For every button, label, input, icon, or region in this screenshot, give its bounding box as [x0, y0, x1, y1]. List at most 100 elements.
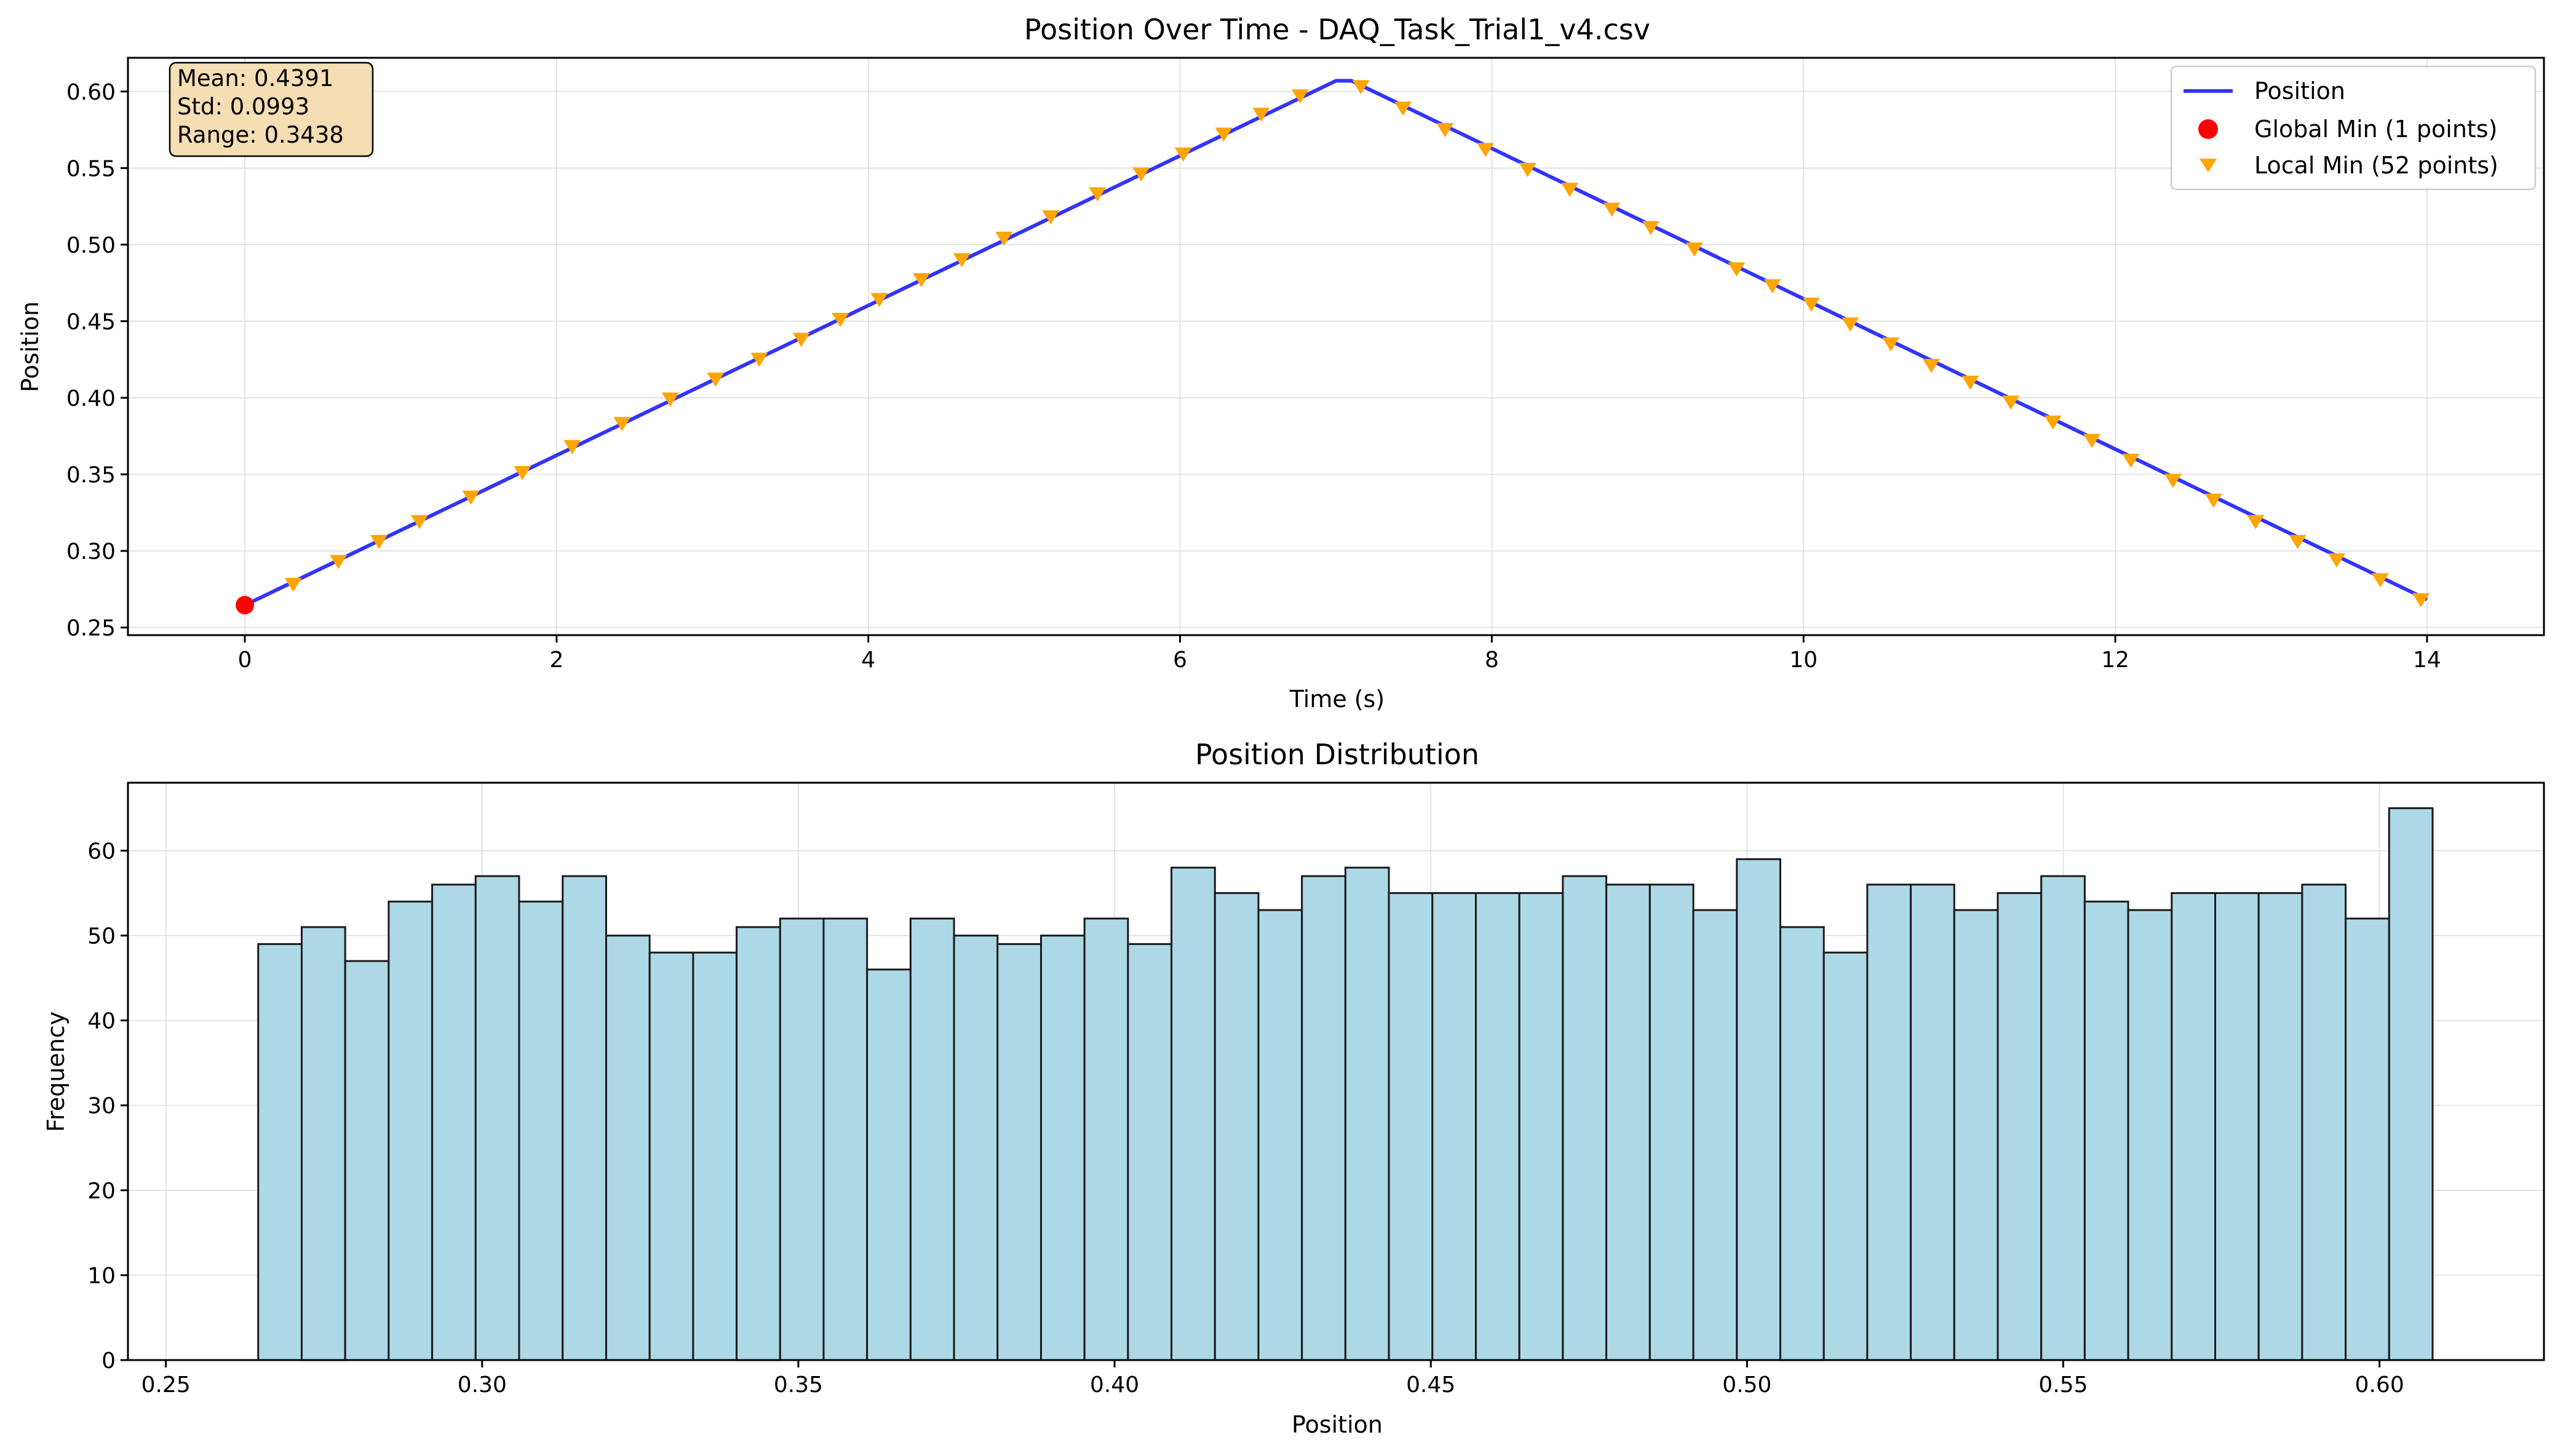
plot-frame — [127, 781, 2545, 1361]
local-min-marker — [995, 231, 1013, 246]
histogram-bar — [1475, 892, 1520, 1361]
y-tick-label: 60 — [87, 839, 116, 864]
histogram-bar — [431, 884, 477, 1361]
plot-frame — [127, 57, 2545, 636]
y-tick-label: 0 — [101, 1348, 116, 1374]
stat-mean: Mean: 0.4391 — [177, 65, 334, 92]
x-tick-label: 0.45 — [1406, 1372, 1455, 1398]
histogram-bar — [257, 943, 303, 1361]
local-min-marker — [2412, 593, 2430, 607]
local-min-marker — [330, 555, 348, 569]
y-tick-label: 30 — [87, 1094, 116, 1119]
local-min-marker — [953, 253, 971, 267]
y-tick-label: 0.40 — [66, 386, 116, 411]
histogram-bar — [1388, 892, 1434, 1361]
histogram-bar — [344, 960, 390, 1361]
histogram-bar — [1518, 892, 1564, 1361]
local-min-marker — [1291, 89, 1309, 104]
histogram-bar — [518, 900, 564, 1361]
local-min-marker — [1352, 80, 1370, 95]
local-min-marker — [1728, 262, 1746, 277]
x-axis-label: Position — [1292, 1411, 1383, 1438]
line-chart: Position Over Time - DAQ_Task_Trial1_v4.… — [17, 13, 2545, 713]
histogram-bar — [1127, 943, 1173, 1361]
local-min-marker — [1174, 147, 1192, 162]
legend-global-min-marker — [2198, 119, 2218, 139]
local-min-marker — [1132, 167, 1150, 182]
x-tick-label: 0.35 — [774, 1372, 823, 1398]
histogram-title: Position Distribution — [1195, 738, 1479, 771]
histogram-bar — [2301, 884, 2347, 1361]
y-tick-label: 0.55 — [66, 156, 116, 181]
local-min-marker — [2083, 433, 2101, 448]
histogram-bar — [2083, 900, 2129, 1361]
chart-title: Position Over Time - DAQ_Task_Trial1_v4.… — [1024, 13, 1650, 46]
x-tick-label: 0.60 — [2355, 1372, 2404, 1398]
local-min-marker — [1519, 162, 1536, 177]
local-min-marker — [2044, 415, 2062, 430]
local-min-marker — [832, 312, 849, 327]
local-min-marker — [1436, 123, 1454, 138]
histogram-bar — [1040, 935, 1086, 1361]
legend-background — [2170, 65, 2537, 191]
histogram-bar — [2388, 807, 2434, 1361]
local-min-marker — [1763, 279, 1781, 294]
local-min-marker — [1961, 376, 1979, 390]
histogram-bar — [474, 875, 520, 1361]
histogram-bar — [2345, 917, 2390, 1361]
axis-ticks: 0 2 4 6 8 10 12 14 0.25 0.30 0.35 0.40 0.45 0.50 0.55 0… — [66, 80, 2441, 673]
histogram-bar — [562, 875, 607, 1361]
local-min-marker — [2122, 454, 2140, 469]
local-min-marker — [2247, 515, 2265, 529]
local-min-marker — [750, 352, 768, 367]
local-min-marker — [912, 273, 930, 288]
local-min-marker — [1923, 358, 1941, 373]
x-tick-label: 8 — [1485, 647, 1499, 673]
local-min-marker — [1477, 143, 1495, 157]
x-tick-label: 14 — [2413, 647, 2441, 673]
local-min-marker — [1842, 317, 1859, 332]
local-min-marker — [563, 440, 581, 454]
x-tick-label: 0.25 — [141, 1372, 191, 1398]
local-min-marker — [613, 417, 631, 432]
local-min-marker — [2204, 493, 2222, 508]
y-tick-label: 0.30 — [66, 539, 116, 564]
histogram-bar — [1301, 875, 1346, 1361]
y-tick-label: 0.45 — [66, 309, 116, 334]
local-min-marker — [1603, 202, 1621, 217]
histogram-bar — [1866, 884, 1912, 1361]
y-tick-label: 10 — [87, 1264, 116, 1289]
local-min-marker — [1802, 298, 1820, 312]
x-tick-label: 0.50 — [1722, 1372, 1771, 1398]
x-tick-label: 0 — [238, 647, 252, 673]
histogram-bar — [605, 935, 651, 1361]
x-tick-label: 2 — [549, 647, 563, 673]
histogram-bar — [2171, 892, 2217, 1361]
local-min-marker — [1882, 337, 1900, 352]
y-axis-label: Position — [17, 301, 44, 392]
local-min-marker — [1252, 108, 1270, 122]
histogram-bar — [2040, 875, 2086, 1361]
y-tick-label: 40 — [87, 1009, 116, 1034]
legend-label-position: Position — [2254, 77, 2345, 105]
histogram-bar — [301, 926, 346, 1361]
local-min-marker — [2002, 395, 2020, 410]
local-min-marker — [792, 333, 810, 347]
x-tick-label: 12 — [2101, 647, 2129, 673]
x-tick-label: 10 — [1789, 647, 1818, 673]
histogram-bar — [822, 917, 868, 1361]
y-tick-label: 0.50 — [66, 233, 116, 258]
local-min-marker — [1394, 101, 1412, 116]
histogram-bar — [1083, 917, 1129, 1361]
local-min-marker — [1089, 187, 1107, 202]
histogram-bar — [1170, 866, 1216, 1361]
y-tick-label: 20 — [87, 1179, 116, 1204]
histogram-bar — [387, 900, 434, 1361]
histogram-bar — [1997, 892, 2043, 1361]
x-tick-label: 0.30 — [458, 1372, 507, 1398]
y-tick-label: 0.35 — [66, 462, 116, 488]
legend-label-global-min: Global Min (1 points) — [2254, 116, 2497, 143]
histogram-bar — [1648, 884, 1695, 1361]
histogram-bar — [1736, 858, 1782, 1361]
histogram-chart: Position Distribution 0.25 0.30 0.35 0.40 0.… — [42, 738, 2545, 1438]
